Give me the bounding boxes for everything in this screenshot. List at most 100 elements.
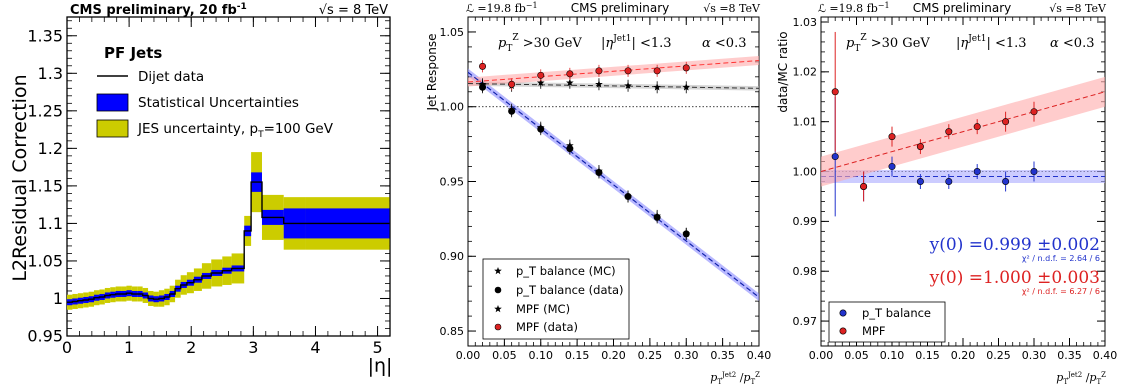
data-point: [479, 63, 485, 69]
y-tick-label: 1.03: [793, 16, 818, 29]
data-point: [567, 71, 573, 77]
cut-eta: |ηJet1| <1.3: [956, 34, 1027, 51]
x-tick-label: 0.40: [1093, 349, 1118, 362]
y-tick-label: 1.25: [27, 101, 63, 120]
x-tick-label: 0.25: [986, 349, 1011, 362]
x-tick-label: 0.40: [747, 349, 772, 362]
x-tick-label: 0.10: [880, 349, 905, 362]
y-tick-label: 1.02: [793, 66, 818, 79]
data-point: [917, 143, 923, 149]
legend-marker: [840, 310, 846, 316]
y-tick-label: 1.00: [793, 165, 818, 178]
data-point: [1031, 168, 1037, 174]
fit-line: [821, 92, 1105, 172]
x-tick-label: 3: [248, 338, 258, 357]
y-tick-label: 0.97: [793, 315, 818, 328]
cut-alpha: α <0.3: [1050, 36, 1094, 51]
data-point: [683, 231, 689, 237]
x-tick-label: 2: [186, 338, 196, 357]
y-tick-label: 1.01: [793, 116, 818, 129]
fit-result-mpf: y(0) =1.000 ±0.003: [929, 268, 1100, 288]
y-tick-label: 1.35: [27, 26, 63, 45]
x-tick-label: 0.00: [809, 349, 834, 362]
x-tick-label: 0.00: [456, 349, 481, 362]
data-point: [860, 183, 866, 189]
legend-marker: [495, 287, 501, 293]
chi2-mpf: χ² / n.d.f. = 6.27 / 6: [1022, 287, 1100, 296]
legend-label-data: Dijet data: [138, 69, 204, 85]
cut-pt: pTZ >30 GeV: [498, 33, 582, 54]
data-mc-ratio-panel: 0.00 0.05 0.10 0.15 0.20 0.25 0.30 0.35 0.40 0.97…: [776, 1, 1117, 386]
x-tick-label: 0.30: [674, 349, 699, 362]
header-left: CMS preliminary, 20 fb-1: [70, 2, 247, 18]
legend-label: MPF (data): [516, 320, 578, 334]
y-tick-label: 1: [53, 289, 63, 308]
legend-label: p_T balance: [862, 306, 931, 320]
y-axis-label: data/MC ratio: [776, 31, 790, 112]
y-tick-label: 1.2: [38, 139, 63, 158]
x-axis-label: |η|: [368, 355, 393, 377]
legend-label: MPF (MC): [516, 302, 570, 316]
data-point: [538, 72, 544, 78]
data-point: [567, 145, 573, 151]
y-tick-label: 0.85: [440, 325, 465, 338]
y-tick-label: 1.15: [27, 176, 63, 195]
data-point: [625, 68, 631, 74]
legend-marker: [495, 324, 501, 330]
data-point: [1031, 109, 1037, 115]
data-point: [917, 178, 923, 184]
y-tick-label: 1.05: [27, 252, 63, 271]
legend-label-jes: JES uncertainty, pT=100 GeV: [137, 121, 334, 140]
header-right: √s = 8 TeV: [319, 3, 388, 18]
y-axis-label: L2Residual Correction: [9, 74, 31, 281]
y-tick-label: 1.1: [38, 214, 63, 233]
legend-marker: [840, 328, 846, 334]
data-point: [538, 126, 544, 132]
data-point: [889, 133, 895, 139]
x-tick-label: 0.20: [601, 349, 626, 362]
y-tick-label: 1.00: [440, 101, 465, 114]
data-point: [596, 169, 602, 175]
y-tick-label: 1.3: [38, 64, 63, 83]
data-point: [683, 65, 689, 71]
data-point: [974, 168, 980, 174]
jet-response-panel: 0.00 0.05 0.10 0.15 0.20 0.25 0.30 0.35 0.40 0.85…: [425, 1, 771, 386]
cut-eta: |ηJet1| <1.3: [601, 34, 672, 51]
data-point: [654, 68, 660, 74]
x-tick-label: 1: [124, 338, 134, 357]
legend-label: p_T balance (data): [516, 283, 624, 297]
x-tick-label: 0.20: [951, 349, 976, 362]
x-axis-label: pTJet2 /pTZ: [1056, 371, 1106, 386]
x-axis-label: pTJet2 /pTZ: [710, 371, 760, 386]
x-tick-label: 0.35: [1057, 349, 1082, 362]
data-point: [832, 89, 838, 95]
x-tick-label: 0: [62, 338, 72, 357]
chi2-pt-balance: χ² / n.d.f. = 2.64 / 6: [1022, 254, 1100, 263]
header-left: ℒ =19.8 fb−1: [466, 1, 538, 15]
data-point: [832, 153, 838, 159]
data-point: [596, 68, 602, 74]
data-point: [625, 193, 631, 199]
legend-swatch-jes: [97, 120, 128, 137]
data-point: [974, 123, 980, 129]
cut-alpha: α <0.3: [702, 36, 746, 51]
legend-swatch-stat: [97, 94, 128, 111]
y-tick-label: 0.95: [27, 327, 63, 346]
x-tick-label: 0.05: [844, 349, 869, 362]
data-point: [889, 163, 895, 169]
legend-label: MPF: [862, 324, 885, 338]
y-tick-label: 0.95: [440, 175, 465, 188]
fit-result-pt-balance: y(0) =0.999 ±0.002: [929, 235, 1100, 255]
legend-label-stat: Statistical Uncertainties: [138, 95, 299, 111]
x-tick-label: 0.10: [529, 349, 554, 362]
data-point: [1002, 118, 1008, 124]
y-tick-label: 0.90: [440, 250, 465, 263]
legend-header: PF Jets: [104, 44, 162, 62]
data-point: [654, 214, 660, 220]
cut-pt: pTZ >30 GeV: [846, 33, 930, 54]
l2residual-panel: 0 1 2 3 4 5 0.95 1 1.05 1.1 1.15 1.2 1.25 1.3 1.35 CMS…: [9, 2, 392, 377]
y-tick-label: 0.98: [793, 265, 818, 278]
header-center: CMS preliminary: [571, 1, 670, 15]
data-point: [946, 178, 952, 184]
